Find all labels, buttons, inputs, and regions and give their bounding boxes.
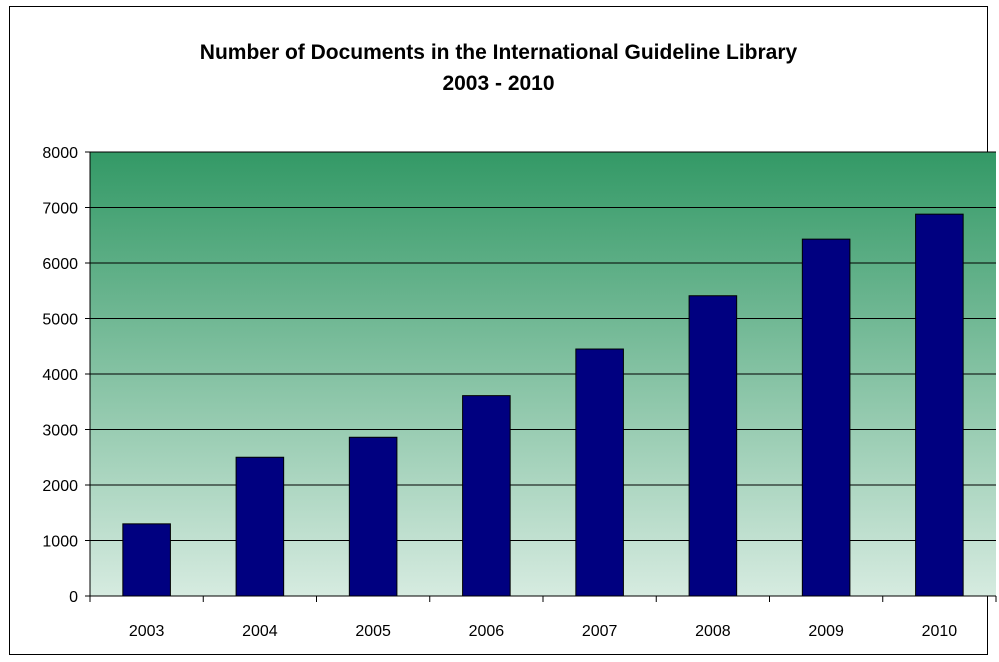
y-tick-label: 2000 xyxy=(42,478,78,495)
y-tick-label: 6000 xyxy=(42,256,78,273)
x-tick-label: 2010 xyxy=(922,623,958,640)
x-tick-label: 2006 xyxy=(469,623,505,640)
chart-title: Number of Documents in the International… xyxy=(10,37,987,99)
x-tick-label: 2003 xyxy=(129,623,165,640)
x-tick-label: 2009 xyxy=(808,623,844,640)
bar-2003 xyxy=(122,523,171,597)
y-axis-ticks: 0 1000 2000 3000 4000 5000 6000 7000 8000 xyxy=(42,145,90,606)
bar-2010 xyxy=(915,213,964,597)
chart-title-line: Number of Documents in the International… xyxy=(199,41,798,64)
x-tick-label: 2005 xyxy=(355,623,391,640)
y-tick-label: 4000 xyxy=(42,367,78,384)
bar-2005 xyxy=(348,436,398,597)
y-tick-label: 0 xyxy=(69,589,78,606)
y-tick-label: 7000 xyxy=(42,201,78,218)
x-axis-ticks: 2003 2004 2005 2006 2007 2008 2009 2010 xyxy=(89,596,997,640)
y-tick-label: 5000 xyxy=(42,312,78,329)
x-tick-label: 2007 xyxy=(582,623,618,640)
chart-subtitle-line: 2003 - 2010 xyxy=(442,72,555,95)
y-tick-label: 1000 xyxy=(42,534,78,551)
x-tick-label: 2004 xyxy=(242,623,278,640)
x-tick-label: 2008 xyxy=(695,623,731,640)
bar-2007 xyxy=(575,348,624,597)
y-tick-label: 8000 xyxy=(42,145,78,162)
bar-2006 xyxy=(462,395,511,597)
y-tick-label: 3000 xyxy=(42,423,78,440)
bar-2004 xyxy=(235,456,285,597)
bar-2008 xyxy=(688,295,738,597)
bar-2009 xyxy=(801,238,851,597)
